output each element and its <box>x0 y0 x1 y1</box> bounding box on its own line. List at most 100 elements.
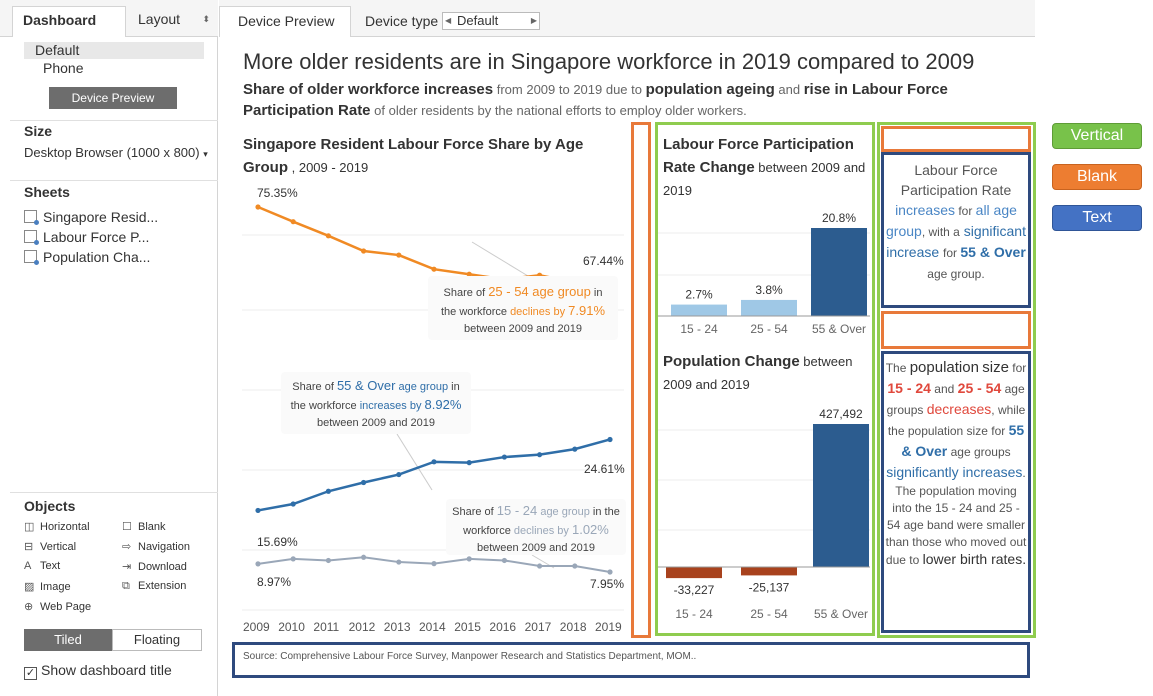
subtitle-part: rise in Labour Force Participation Rate <box>243 81 948 119</box>
insight-part: decreases <box>926 401 992 417</box>
annotation-line: Share of 25 - 54 age group in <box>428 283 618 302</box>
ann-text: 8.92% <box>424 397 462 412</box>
horizontal-icon: ◫ <box>24 521 35 533</box>
line-chart-title-tail: , 2009 - 2019 <box>288 160 369 175</box>
data-point <box>255 204 261 210</box>
legend-blank: Blank <box>1052 164 1142 190</box>
blank-object-frame-top[interactable] <box>881 126 1031 152</box>
insight-part: size <box>982 359 1009 376</box>
size-title: Size <box>24 123 53 139</box>
object-extension[interactable]: ⧉ Extension <box>122 580 186 593</box>
show-title-checkbox-row[interactable]: ✓ Show dashboard title <box>24 662 172 680</box>
object-web-page[interactable]: ⊕ Web Page <box>24 600 91 613</box>
annotation-55-over: Share of 55 & Over age group in the work… <box>281 372 471 434</box>
subtitle-part: population ageing <box>645 81 775 98</box>
pop-title-tail: between 2009 and 2019 <box>663 354 853 392</box>
ann-text: increases by <box>359 400 425 412</box>
bar <box>741 299 797 316</box>
ann-text: workforce <box>463 525 514 537</box>
legend-vertical: Vertical <box>1052 123 1142 149</box>
tab-dashboard[interactable]: Dashboard <box>12 6 126 37</box>
sheet-item[interactable]: Population Cha... <box>24 249 150 265</box>
data-point <box>501 557 507 564</box>
source-text-frame[interactable] <box>232 642 1030 678</box>
insight-part: for <box>943 246 961 260</box>
insight-part: lower birth rates. <box>922 551 1027 567</box>
device-default[interactable]: Default <box>35 42 80 58</box>
bar-value-label: 20.8% <box>822 211 856 225</box>
line-chart-title: Singapore Resident Labour Force Share by… <box>243 133 613 179</box>
sheet-item[interactable]: Singapore Resid... <box>24 209 158 225</box>
data-point <box>396 252 402 258</box>
next-arrow-icon[interactable]: ▶ <box>530 16 537 25</box>
sheet-label: Labour Force P... <box>43 229 150 245</box>
insight-part: significant increase <box>886 223 1026 260</box>
device-type-select[interactable]: ◀ Default ▶ <box>442 12 540 30</box>
data-point <box>290 501 296 507</box>
device-preview-tab-label: Device Preview <box>238 13 335 29</box>
bar <box>671 304 727 316</box>
floating-button[interactable]: Floating <box>112 629 202 651</box>
device-preview-button[interactable]: Device Preview <box>49 87 177 109</box>
data-point <box>290 556 296 562</box>
object-horizontal[interactable]: ◫ Horizontal <box>24 520 90 533</box>
lfpr-title-tail: between 2009 and 2019 <box>663 160 866 198</box>
data-point <box>501 454 507 460</box>
data-point <box>255 561 261 567</box>
object-blank[interactable]: ☐ Blank <box>122 520 166 533</box>
annotation-line: Share of 15 - 24 age group in the <box>446 502 626 521</box>
series-label-25-54-end: 67.44% <box>583 254 624 268</box>
insight-part: The population moving into the 15 - 24 a… <box>885 484 1027 567</box>
ann-text: 15 - 24 <box>496 503 538 518</box>
ann-text: declines by <box>510 306 569 318</box>
data-point <box>431 266 437 272</box>
ann-text: Share of <box>292 381 337 393</box>
object-download[interactable]: ⇥ Download <box>122 560 187 573</box>
vertical-container-frame[interactable] <box>655 122 875 636</box>
insight-part: The <box>885 361 910 375</box>
object-label: Image <box>40 581 71 593</box>
lfpr-bar-chart: 2.7% 15 - 24 3.8% 25 - 54 20.8% 55 & Over <box>658 211 870 336</box>
x-tick-label: 2009 <box>243 620 270 634</box>
object-text[interactable]: A Text <box>24 560 60 572</box>
insight-part: Labour Force Participation Rate <box>900 162 1012 198</box>
ann-text: in <box>448 381 460 393</box>
x-tick-label: 2010 <box>278 620 305 634</box>
insight-part: 55 & Over <box>960 244 1026 260</box>
device-type-value: Default <box>457 13 499 28</box>
insight-part: , while the population size for <box>887 403 1026 438</box>
checkbox-checked-icon[interactable]: ✓ <box>24 667 37 680</box>
tab-layout[interactable]: Layout ⬍ <box>128 6 216 37</box>
size-value: Desktop Browser (1000 x 800) <box>24 145 200 160</box>
data-point <box>290 219 296 225</box>
device-preview-tab[interactable] <box>219 6 351 37</box>
object-label: Extension <box>138 580 187 592</box>
subtitle-part: from 2009 to 2019 due to <box>493 82 646 97</box>
blank-object-frame-mid[interactable] <box>881 311 1031 349</box>
subtitle-part: of older residents by the national effor… <box>370 103 747 118</box>
object-image[interactable]: ▨ Image <box>24 580 71 593</box>
text-object-frame-2[interactable] <box>881 351 1031 633</box>
annotation-line: between 2009 and 2019 <box>316 417 436 429</box>
bar <box>813 424 869 567</box>
divider <box>10 492 218 493</box>
tiled-button[interactable]: Tiled <box>24 629 112 651</box>
bar <box>666 567 722 579</box>
sheet-item[interactable]: Labour Force P... <box>24 229 149 245</box>
prev-arrow-icon[interactable]: ◀ <box>445 16 452 25</box>
device-phone[interactable]: Phone <box>43 60 84 76</box>
object-navigation[interactable]: ⇨ Navigation <box>122 540 190 553</box>
series-label-25-54-start: 75.35% <box>257 186 298 200</box>
blank-object-frame[interactable] <box>631 122 651 638</box>
lfpr-title-main: Labour Force Participation Rate Change <box>663 136 854 176</box>
data-point <box>361 248 367 254</box>
object-vertical[interactable]: ⊟ Vertical <box>24 540 76 553</box>
size-dropdown[interactable]: Desktop Browser (1000 x 800) ▾ <box>24 145 208 160</box>
insight-part: and <box>930 382 958 396</box>
text-object-frame-1[interactable] <box>881 152 1031 308</box>
category-label: 55 & Over <box>814 607 868 621</box>
vertical-container-frame-right[interactable] <box>877 122 1036 638</box>
x-tick-label: 2015 <box>454 620 481 634</box>
data-point <box>431 459 437 465</box>
vertical-icon: ⊟ <box>24 541 34 553</box>
